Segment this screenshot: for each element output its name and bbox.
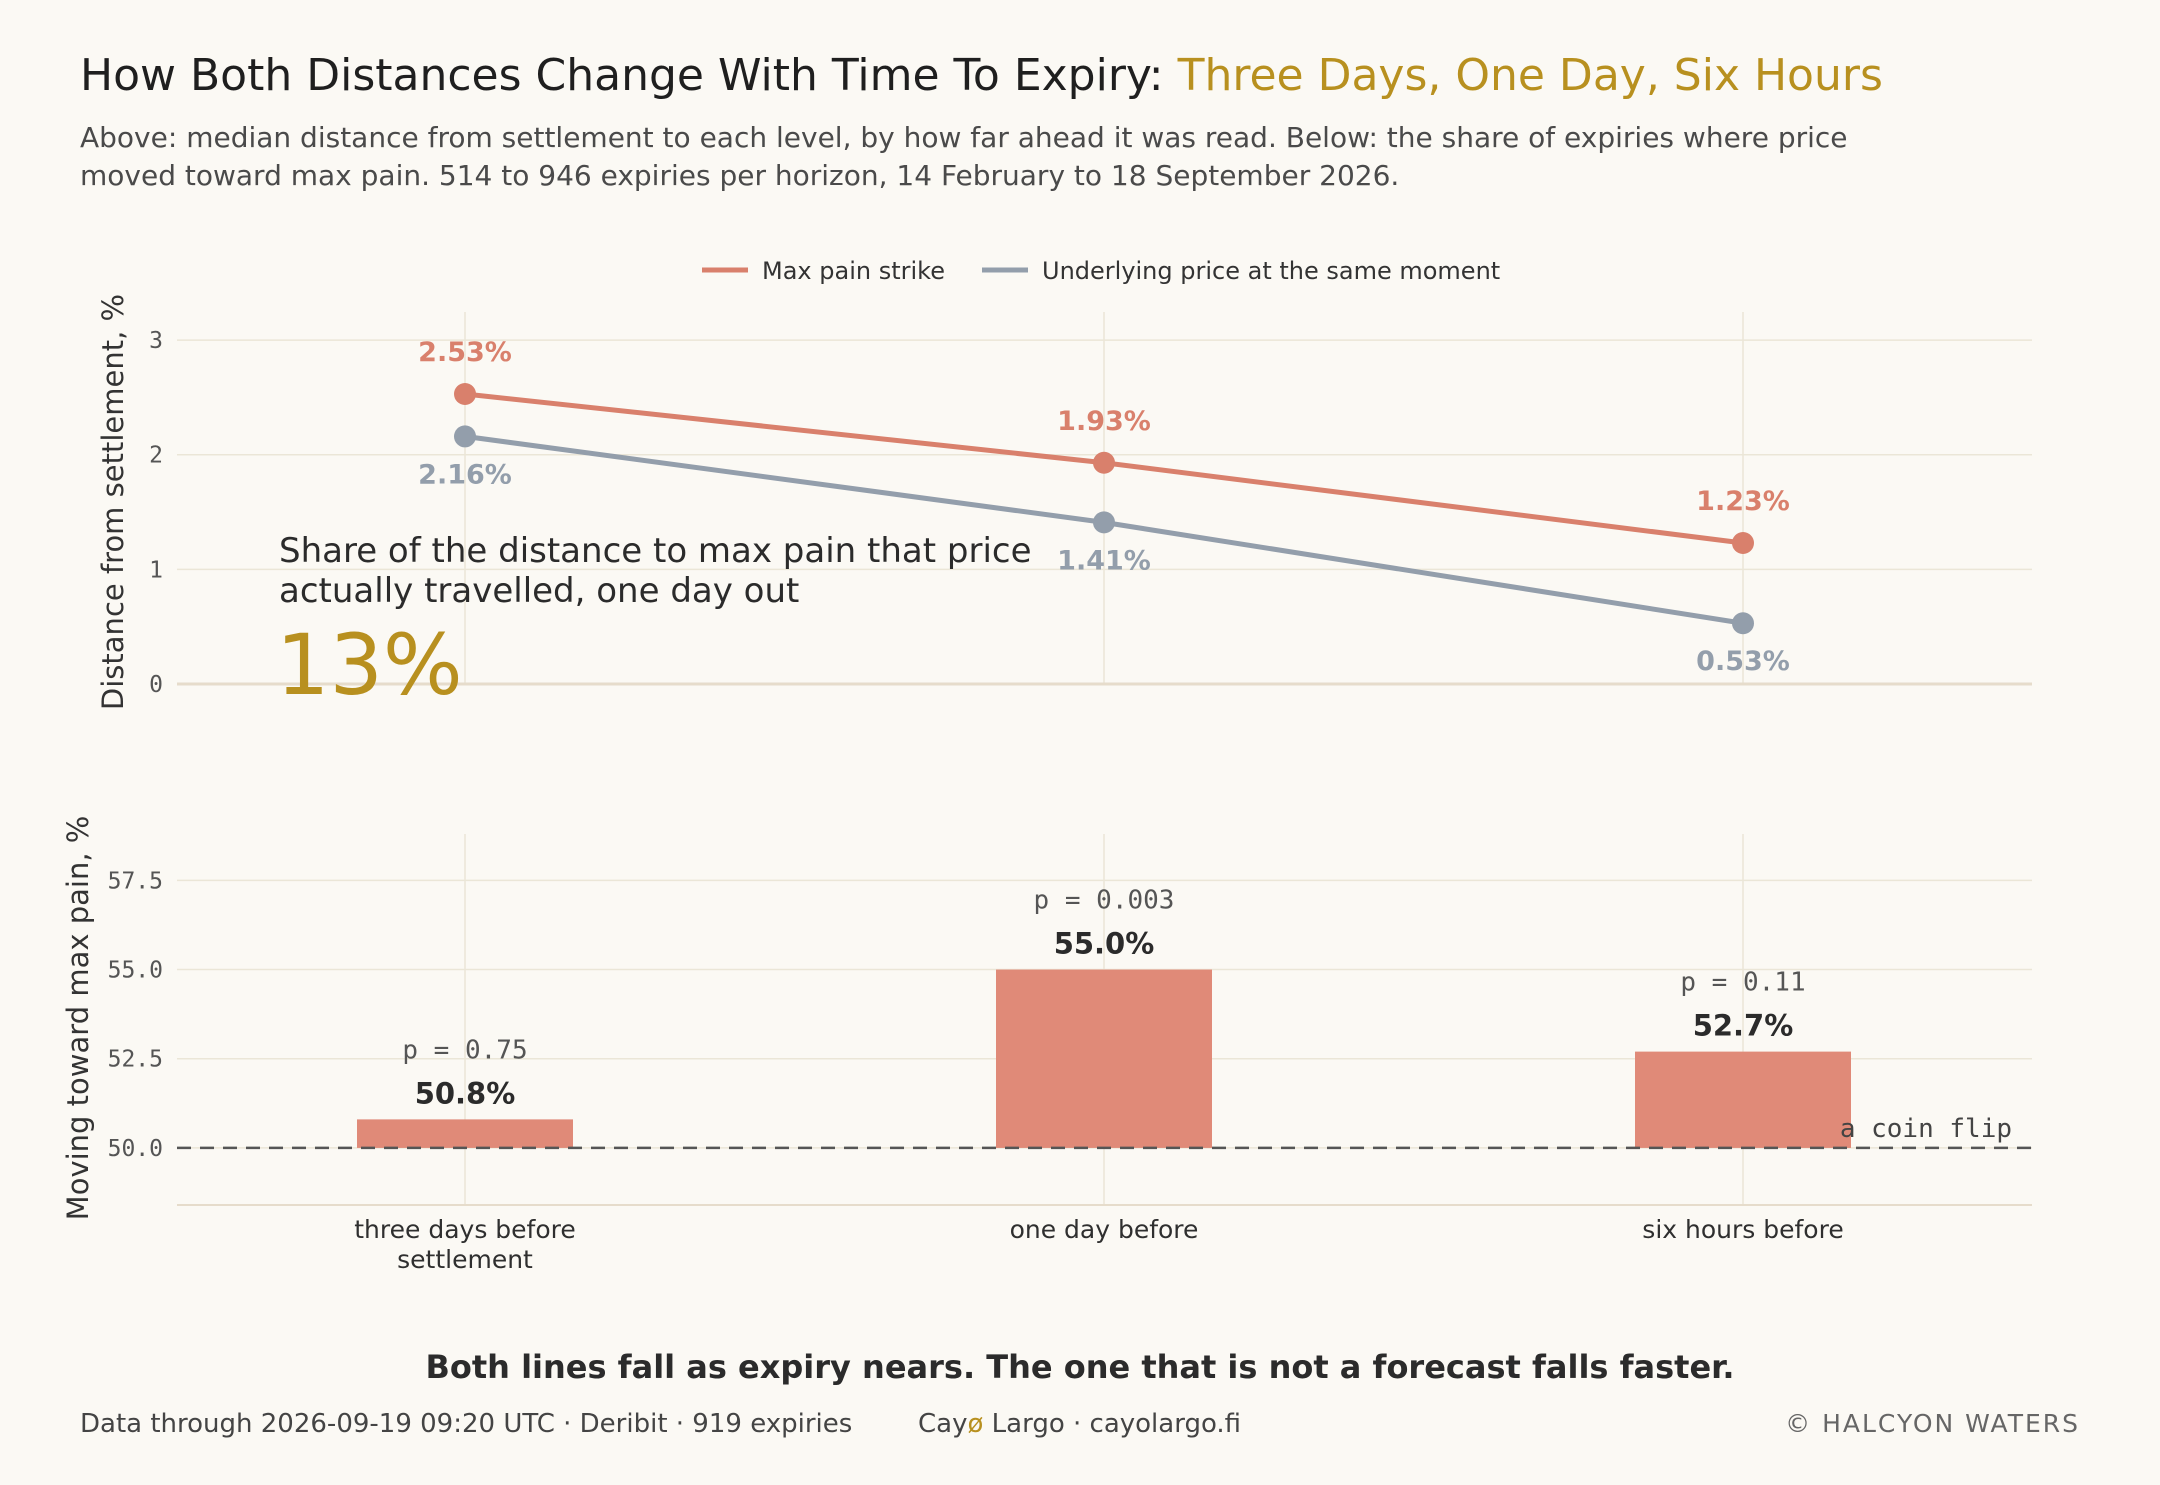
bar-series: 50.8% p = 0.75 55.0% p = 0.003 52.7% p = 0.11 bbox=[357, 886, 1851, 1148]
series-point-0-0 bbox=[454, 382, 476, 405]
coin-flip-label: a coin flip bbox=[1840, 1114, 2012, 1144]
subtitle-line-1: Above: median distance from settlement t… bbox=[80, 121, 1848, 154]
point-label-0-2: 1.23% bbox=[1696, 486, 1790, 517]
bar-panel-y-axis-title: Moving toward max pain, % bbox=[61, 816, 95, 1221]
bar-p-value-1: p = 0.003 bbox=[1034, 886, 1175, 916]
subtitle-line-2: moved toward max pain. 514 to 946 expiri… bbox=[80, 159, 1399, 192]
bar-value-label-1: 55.0% bbox=[1054, 927, 1155, 961]
line-panel-grid bbox=[177, 312, 2032, 686]
line-panel: 0 1 2 3 Distance from settlement, % Share o… bbox=[96, 294, 2032, 714]
bar-value-label-2: 52.7% bbox=[1693, 1009, 1794, 1043]
series-point-1-2 bbox=[1732, 612, 1754, 635]
bar-1 bbox=[996, 969, 1212, 1148]
annotation-line-1: Share of the distance to max pain that p… bbox=[279, 531, 1032, 571]
point-label-0-0: 2.53% bbox=[418, 337, 512, 368]
line-panel-y-tick: 0 bbox=[149, 672, 163, 698]
chart-title: How Both Distances Change With Time To E… bbox=[80, 50, 1883, 101]
data-note: Data through 2026-09-19 09:20 UTC · Deri… bbox=[80, 1409, 852, 1439]
line-panel-y-tick: 2 bbox=[149, 443, 163, 469]
legend-label-max-pain: Max pain strike bbox=[762, 257, 945, 285]
site-name-b: Largo bbox=[983, 1409, 1064, 1439]
bar-panel-y-tick: 50.0 bbox=[108, 1136, 163, 1162]
point-label-1-0: 2.16% bbox=[418, 459, 512, 490]
series-point-0-2 bbox=[1732, 532, 1754, 555]
x-tick-label-1: one day before bbox=[1010, 1215, 1199, 1244]
site-url: · cayolargo.fi bbox=[1065, 1409, 1241, 1439]
line-panel-y-tick: 1 bbox=[149, 557, 163, 583]
legend-label-underlying: Underlying price at the same moment bbox=[1042, 257, 1500, 285]
series-point-1-0 bbox=[454, 425, 476, 448]
point-label-0-1: 1.93% bbox=[1057, 406, 1151, 437]
series-point-1-1 bbox=[1093, 511, 1115, 534]
bar-panel-y-tick: 57.5 bbox=[108, 868, 163, 894]
series-point-0-1 bbox=[1093, 451, 1115, 474]
bar-value-label-0: 50.8% bbox=[415, 1076, 516, 1110]
line-panel-y-tick: 3 bbox=[149, 328, 163, 354]
title-accent: Three Days, One Day, Six Hours bbox=[1177, 50, 1883, 101]
site-name-a: Cay bbox=[918, 1409, 967, 1439]
bar-p-value-2: p = 0.11 bbox=[1680, 968, 1805, 998]
bar-panel-y-ticks: 50.0 52.5 55.0 57.5 bbox=[108, 868, 163, 1162]
takeaway: Both lines fall as expiry nears. The one… bbox=[425, 1348, 1734, 1386]
line-panel-y-ticks: 0 1 2 3 bbox=[149, 328, 163, 698]
x-tick-label-0: settlement bbox=[397, 1245, 533, 1274]
x-tick-label-0: three days before bbox=[354, 1215, 576, 1244]
site-name-o: ø bbox=[967, 1409, 983, 1439]
bar-panel-y-tick: 52.5 bbox=[108, 1047, 163, 1073]
annotation-line-2: actually travelled, one day out bbox=[279, 571, 799, 611]
bar-p-value-0: p = 0.75 bbox=[402, 1035, 527, 1065]
line-series: 2.53% 1.93% 1.23% 2.16% 1.41% 0.53% bbox=[418, 337, 1790, 677]
x-tick-label-2: six hours before bbox=[1642, 1215, 1843, 1244]
copyright-brand: © HALCYON WATERS bbox=[1785, 1409, 2080, 1438]
bar-0 bbox=[357, 1119, 573, 1148]
bar-panel-y-tick: 55.0 bbox=[108, 958, 163, 984]
bar-2 bbox=[1635, 1051, 1851, 1148]
line-panel-y-axis-title: Distance from settlement, % bbox=[96, 294, 130, 710]
point-label-1-2: 0.53% bbox=[1696, 646, 1790, 677]
title-prefix: How Both Distances Change With Time To E… bbox=[80, 50, 1178, 101]
annotation-value: 13% bbox=[276, 616, 463, 714]
site-credit: Cayø Largo · cayolargo.fi bbox=[918, 1409, 1241, 1439]
point-label-1-1: 1.41% bbox=[1057, 545, 1151, 576]
legend: Max pain strike Underlying price at the … bbox=[702, 257, 1500, 285]
bar-panel: 50.0 52.5 55.0 57.5 Moving toward max pain,… bbox=[61, 816, 2032, 1274]
